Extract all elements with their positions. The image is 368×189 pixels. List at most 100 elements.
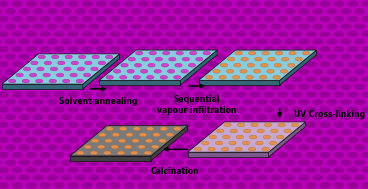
Circle shape (124, 62, 134, 67)
Circle shape (299, 24, 309, 29)
Circle shape (141, 69, 148, 73)
Circle shape (187, 24, 197, 29)
Circle shape (299, 69, 309, 74)
Circle shape (292, 1, 302, 6)
Circle shape (68, 47, 78, 52)
Circle shape (285, 84, 295, 89)
Circle shape (166, 1, 176, 6)
Circle shape (110, 183, 120, 188)
Circle shape (75, 145, 85, 150)
Circle shape (6, 69, 15, 74)
Circle shape (89, 175, 99, 180)
Circle shape (285, 175, 295, 180)
Circle shape (236, 1, 246, 6)
Circle shape (159, 130, 169, 135)
Circle shape (61, 145, 71, 150)
Circle shape (262, 147, 269, 151)
Circle shape (194, 183, 204, 188)
Circle shape (341, 84, 351, 89)
Circle shape (0, 175, 1, 180)
Circle shape (292, 32, 302, 36)
Circle shape (299, 175, 309, 180)
Circle shape (320, 183, 330, 188)
Circle shape (259, 75, 267, 79)
Circle shape (313, 115, 323, 120)
Circle shape (152, 16, 162, 21)
Circle shape (0, 32, 8, 36)
Circle shape (302, 51, 310, 55)
Circle shape (243, 115, 253, 120)
Circle shape (306, 168, 316, 173)
Circle shape (26, 107, 36, 112)
Circle shape (248, 147, 256, 151)
Circle shape (131, 84, 141, 89)
Circle shape (334, 16, 344, 21)
Circle shape (33, 145, 43, 150)
Circle shape (159, 115, 169, 120)
Circle shape (20, 100, 29, 105)
Circle shape (250, 1, 260, 6)
Circle shape (0, 24, 1, 29)
Circle shape (76, 79, 84, 83)
Circle shape (215, 24, 225, 29)
Circle shape (236, 135, 244, 139)
Circle shape (180, 137, 190, 142)
Circle shape (320, 77, 330, 82)
Circle shape (68, 122, 78, 127)
Circle shape (208, 62, 218, 67)
Circle shape (166, 47, 176, 52)
Circle shape (75, 175, 85, 180)
Circle shape (208, 16, 218, 21)
Circle shape (78, 55, 86, 59)
Circle shape (0, 92, 8, 97)
Circle shape (235, 147, 242, 151)
Circle shape (292, 16, 302, 21)
Circle shape (47, 115, 57, 120)
Circle shape (320, 92, 330, 97)
Circle shape (40, 107, 50, 112)
Circle shape (348, 32, 358, 36)
Circle shape (230, 129, 237, 133)
Circle shape (160, 127, 167, 131)
Circle shape (306, 137, 316, 142)
Circle shape (250, 92, 260, 97)
Circle shape (149, 51, 156, 55)
Circle shape (124, 153, 134, 157)
Circle shape (33, 84, 43, 89)
Circle shape (23, 67, 31, 71)
Circle shape (110, 1, 120, 6)
Circle shape (229, 54, 239, 59)
Circle shape (229, 84, 239, 89)
Circle shape (0, 160, 1, 165)
Circle shape (75, 130, 85, 135)
Circle shape (271, 130, 281, 135)
Circle shape (208, 77, 218, 82)
Circle shape (40, 77, 50, 82)
Circle shape (257, 129, 264, 133)
Circle shape (187, 84, 197, 89)
Polygon shape (83, 54, 120, 89)
Circle shape (138, 137, 148, 142)
Circle shape (306, 92, 316, 97)
Circle shape (13, 122, 22, 127)
Circle shape (154, 69, 161, 73)
Circle shape (47, 54, 57, 59)
Circle shape (6, 175, 15, 180)
Circle shape (236, 137, 246, 142)
Circle shape (13, 153, 22, 157)
Circle shape (285, 100, 295, 105)
Polygon shape (199, 80, 280, 85)
Circle shape (292, 122, 302, 127)
Circle shape (68, 137, 78, 142)
Circle shape (96, 32, 106, 36)
Circle shape (289, 51, 296, 55)
Circle shape (166, 32, 176, 36)
Circle shape (26, 153, 36, 157)
Circle shape (68, 183, 78, 188)
Circle shape (117, 115, 127, 120)
Circle shape (160, 75, 167, 79)
Circle shape (256, 141, 263, 145)
Circle shape (201, 69, 211, 74)
Circle shape (203, 51, 210, 55)
Circle shape (257, 84, 267, 89)
